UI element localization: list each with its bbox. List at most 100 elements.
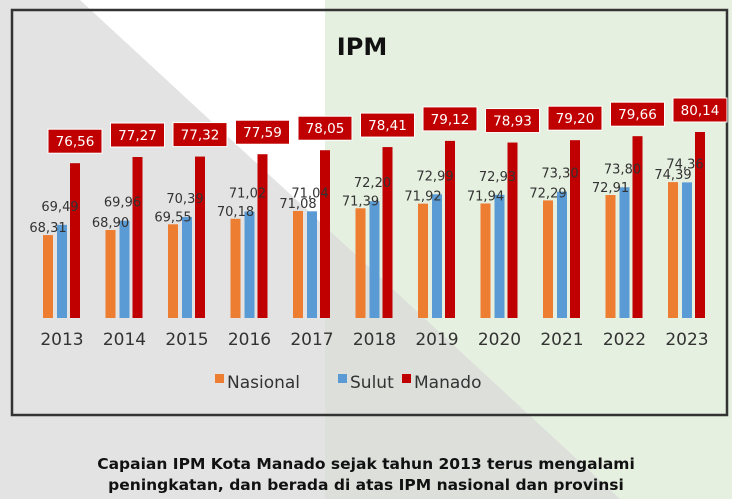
data-label-nasional-2018: 71,39: [342, 194, 379, 209]
chart-frame: [10, 8, 729, 417]
legend-label-nasional: Nasional: [227, 373, 300, 393]
data-label-box-manado-2016: [235, 119, 290, 145]
bar-nasional-2013: [43, 235, 53, 318]
data-label-manado-2018: 78,41: [368, 118, 407, 134]
x-tick-label-2021: 2021: [540, 330, 583, 350]
bar-nasional-2022: [605, 195, 616, 318]
bar-manado-2020: [507, 142, 518, 318]
data-label-nasional-2013: 68,31: [29, 221, 66, 236]
bar-manado-2019: [445, 140, 455, 318]
data-label-box-manado-2022: [610, 101, 665, 127]
bar-manado-2016: [257, 154, 268, 318]
bar-sulut-2015: [182, 216, 192, 318]
x-tick-label-2016: 2016: [228, 330, 271, 350]
data-label-box-manado-2014: [110, 122, 165, 148]
data-label-manado-2020: 78,93: [493, 114, 532, 130]
x-tick-label-2022: 2022: [603, 330, 646, 350]
caption-line-1: Capaian IPM Kota Manado sejak tahun 2013…: [97, 455, 635, 473]
bar-manado-2022: [632, 136, 643, 318]
data-label-box-manado-2023: [672, 97, 728, 123]
data-label-sulut-2021: 73,30: [541, 167, 578, 182]
data-label-box-manado-2021: [547, 105, 603, 131]
data-label-sulut-2022: 73,80: [604, 162, 641, 177]
data-label-sulut-2015: 70,39: [166, 192, 203, 207]
data-label-box-manado-2013: [47, 128, 103, 154]
bar-nasional-2018: [355, 208, 366, 318]
data-label-nasional-2022: 72,91: [592, 181, 629, 196]
chart-title: IPM: [337, 33, 387, 61]
legend-label-manado: Manado: [414, 373, 481, 393]
data-label-manado-2017: 78,05: [306, 121, 345, 137]
bar-nasional-2023: [668, 182, 678, 318]
bar-sulut-2020: [494, 194, 505, 318]
data-label-sulut-2019: 72,99: [416, 169, 453, 184]
x-tick-label-2019: 2019: [415, 330, 458, 350]
data-label-nasional-2021: 72,29: [529, 186, 566, 201]
data-label-sulut-2023: 74,36: [666, 157, 703, 172]
data-label-manado-2023: 80,14: [681, 103, 720, 119]
bar-manado-2014: [132, 157, 143, 318]
bar-sulut-2022: [619, 187, 630, 318]
legend-swatch-manado: [402, 374, 411, 383]
bar-manado-2013: [70, 163, 80, 318]
caption-line-2: peningkatan, dan berada di atas IPM nasi…: [108, 476, 624, 494]
data-label-nasional-2019: 71,92: [404, 190, 441, 205]
data-label-sulut-2018: 72,20: [354, 176, 391, 191]
data-label-nasional-2020: 71,94: [467, 189, 504, 204]
data-label-sulut-2017: 71,04: [291, 186, 328, 201]
bar-sulut-2016: [244, 211, 255, 318]
bar-sulut-2014: [119, 220, 130, 318]
bar-sulut-2021: [557, 191, 567, 318]
caption: Capaian IPM Kota Manado sejak tahun 2013…: [0, 454, 732, 496]
bar-nasional-2020: [480, 203, 491, 318]
data-label-manado-2015: 77,32: [181, 128, 220, 144]
x-tick-label-2013: 2013: [40, 330, 83, 350]
bar-nasional-2015: [168, 224, 178, 318]
data-label-manado-2014: 77,27: [118, 128, 157, 144]
data-label-box-manado-2018: [360, 112, 415, 138]
data-label-nasional-2023: 74,39: [654, 168, 691, 183]
data-label-manado-2016: 77,59: [243, 125, 282, 141]
data-label-manado-2013: 76,56: [56, 134, 95, 150]
legend-label-sulut: Sulut: [350, 373, 394, 393]
data-label-manado-2022: 79,66: [618, 107, 657, 123]
legend-swatch-nasional: [215, 374, 224, 383]
x-tick-label-2018: 2018: [353, 330, 396, 350]
bar-nasional-2016: [230, 218, 241, 318]
bar-nasional-2021: [543, 200, 553, 318]
data-label-sulut-2020: 72,93: [479, 170, 516, 185]
data-label-sulut-2016: 71,02: [229, 186, 266, 201]
bar-sulut-2023: [682, 182, 692, 318]
bar-manado-2018: [382, 147, 393, 318]
data-label-box-manado-2017: [297, 115, 353, 141]
data-label-manado-2019: 79,12: [431, 112, 470, 128]
bar-sulut-2013: [57, 224, 67, 318]
bar-sulut-2018: [369, 201, 380, 318]
bar-nasional-2019: [418, 203, 428, 318]
legend: Nasional Sulut Manado: [215, 373, 481, 393]
legend-swatch-sulut: [338, 374, 347, 383]
x-tick-label-2020: 2020: [478, 330, 521, 350]
bar-manado-2021: [570, 140, 580, 318]
bar-nasional-2017: [293, 210, 303, 318]
data-label-sulut-2013: 69,49: [41, 200, 78, 215]
bar-sulut-2017: [307, 211, 317, 318]
data-label-sulut-2014: 69,96: [104, 196, 141, 211]
x-tick-label-2023: 2023: [665, 330, 708, 350]
data-label-box-manado-2020: [485, 108, 540, 134]
bar-sulut-2019: [432, 194, 442, 318]
data-label-nasional-2016: 70,18: [217, 205, 254, 220]
bar-manado-2017: [320, 150, 330, 318]
bar-nasional-2014: [105, 229, 116, 318]
x-tick-label-2017: 2017: [290, 330, 333, 350]
data-label-nasional-2014: 68,90: [92, 216, 129, 231]
bars-group: 76,56 68,31 69,49 2013 77,27 68,90 69,96 2014 77…: [29, 97, 728, 350]
x-tick-label-2014: 2014: [103, 330, 146, 350]
data-label-nasional-2015: 69,55: [154, 210, 191, 225]
data-label-nasional-2017: 71,08: [279, 197, 316, 212]
x-tick-label-2015: 2015: [165, 330, 208, 350]
bar-manado-2015: [195, 156, 205, 318]
data-label-box-manado-2019: [422, 106, 478, 132]
